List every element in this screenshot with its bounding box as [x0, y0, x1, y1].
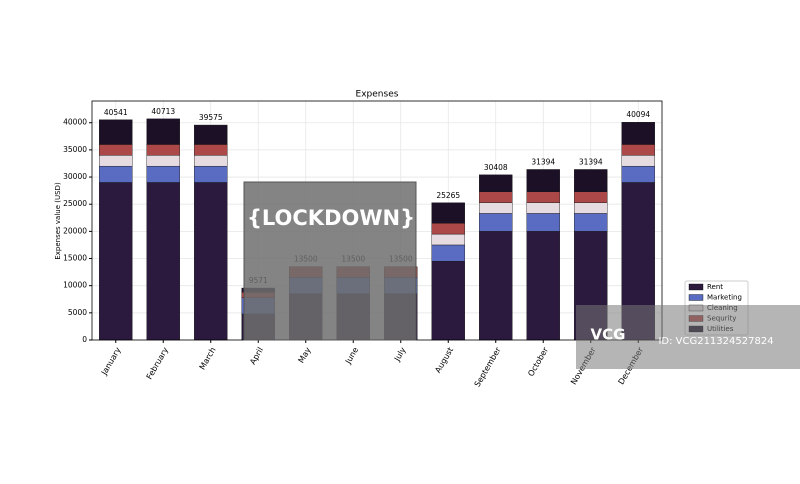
bar-segment	[526, 202, 560, 214]
total-label: 40094	[626, 110, 650, 119]
bar-segment	[621, 122, 655, 145]
bar-segment	[479, 191, 513, 203]
lockdown-box	[243, 181, 417, 341]
bar-segment	[479, 231, 513, 341]
total-label: 31394	[531, 157, 555, 166]
bar-segment	[479, 202, 513, 214]
bar-segment	[621, 165, 655, 183]
bar-segment	[146, 165, 180, 183]
bar-segment	[621, 144, 655, 156]
legend-swatch	[688, 283, 704, 291]
bar-segment	[526, 191, 560, 203]
y-tick-label: 25000	[63, 199, 87, 208]
bar-segment	[526, 213, 560, 232]
y-tick-label: 40000	[63, 118, 87, 127]
bar-segment	[431, 233, 465, 246]
bar-segment	[99, 182, 133, 341]
y-tick-label: 15000	[63, 254, 87, 263]
bar-segment	[194, 155, 228, 167]
bar-segment	[479, 174, 513, 192]
watermark-id: ID: VCG211324527824	[658, 336, 773, 347]
bar-segment	[574, 213, 608, 232]
total-label: 30408	[484, 163, 508, 172]
bar-segment	[146, 144, 180, 156]
bar-segment	[574, 169, 608, 192]
watermark-band	[576, 305, 800, 369]
y-tick-label: 10000	[63, 281, 87, 290]
lockdown-text: {LOCKDOWN}	[247, 206, 415, 230]
y-tick-label: 20000	[63, 226, 87, 235]
bar-segment	[146, 118, 180, 145]
total-label: 31394	[579, 157, 603, 166]
bar-segment	[621, 155, 655, 167]
bar-segment	[146, 182, 180, 341]
bar-segment	[194, 165, 228, 183]
total-label: 25265	[436, 191, 460, 200]
y-tick-label: 30000	[63, 172, 87, 181]
bar-segment	[146, 155, 180, 167]
legend-label: Rent	[707, 283, 723, 291]
y-tick-label: 5000	[68, 308, 87, 317]
bar-segment	[574, 191, 608, 203]
watermark-logo: VCG	[591, 326, 626, 344]
bar-segment	[479, 213, 513, 232]
bar-segment	[99, 165, 133, 183]
total-label: 39575	[199, 113, 223, 122]
bar-segment	[99, 119, 133, 145]
bar-segment	[431, 202, 465, 224]
bar-segment	[574, 202, 608, 214]
bar-segment	[99, 144, 133, 156]
bar-segment	[431, 244, 465, 262]
bar-segment	[526, 169, 560, 192]
total-label: 40713	[151, 107, 175, 116]
y-axis-label: Expenses value (USD)	[54, 182, 62, 260]
legend-label: Marketing	[707, 294, 742, 302]
bar-segment	[194, 144, 228, 156]
chart-title: Expenses	[356, 90, 399, 100]
bar-segment	[431, 261, 465, 341]
bar-segment	[99, 155, 133, 167]
bar-segment	[526, 231, 560, 341]
y-tick-label: 0	[82, 335, 87, 344]
bar-segment	[194, 124, 228, 145]
legend-swatch	[688, 294, 704, 301]
bar-segment	[431, 223, 465, 235]
total-label: 40541	[104, 108, 128, 117]
bar-segment	[194, 182, 228, 341]
y-tick-label: 35000	[63, 145, 87, 154]
